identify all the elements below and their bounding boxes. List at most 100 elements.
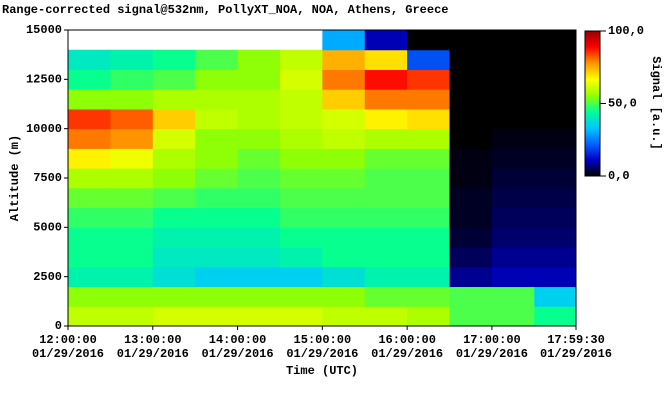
heatmap-cell — [449, 49, 493, 70]
heatmap-cell — [68, 266, 111, 288]
heatmap-cell — [407, 207, 451, 228]
heatmap-cell — [322, 247, 366, 268]
heatmap-cell — [322, 207, 366, 228]
heatmap-cell — [534, 49, 576, 70]
heatmap-cell — [68, 89, 111, 110]
heatmap-cell — [364, 108, 408, 130]
heatmap-cell — [491, 227, 535, 248]
heatmap-cell — [407, 168, 451, 189]
x-tick-label: 14:00:00 — [209, 333, 267, 347]
heatmap-cell — [534, 108, 576, 130]
heatmap-cell — [364, 207, 408, 228]
y-tick-label: 10000 — [26, 122, 62, 136]
colorbar-tick-label: 50,0 — [608, 97, 637, 111]
heatmap-cell — [449, 108, 493, 130]
heatmap-cell — [534, 286, 576, 307]
heatmap-cell — [449, 168, 493, 189]
heatmap-cell — [110, 69, 154, 90]
heatmap-cell — [237, 247, 281, 268]
heatmap-cell — [152, 247, 196, 268]
heatmap-cell — [279, 108, 323, 130]
heatmap-cell — [68, 247, 111, 268]
heatmap — [68, 30, 576, 326]
heatmap-cell — [110, 207, 154, 228]
heatmap-cell — [68, 108, 111, 130]
heatmap-cell — [491, 286, 535, 307]
y-tick-label: 5000 — [33, 221, 62, 235]
heatmap-cell — [491, 128, 535, 149]
heatmap-cell — [152, 187, 196, 209]
heatmap-cell — [152, 306, 196, 326]
heatmap-cell — [279, 49, 323, 70]
heatmap-cell — [322, 69, 366, 90]
heatmap-cell — [152, 227, 196, 248]
heatmap-cell — [152, 207, 196, 228]
heatmap-cell — [237, 128, 281, 149]
x-tick-date: 01/29/2016 — [456, 347, 528, 361]
y-tick-label: 15000 — [26, 23, 62, 37]
heatmap-cell — [152, 168, 196, 189]
heatmap-cell — [195, 108, 239, 130]
heatmap-cell — [237, 286, 281, 307]
x-tick-date: 01/29/2016 — [286, 347, 358, 361]
heatmap-cell — [237, 266, 281, 288]
heatmap-cell — [491, 207, 535, 228]
heatmap-cell — [322, 286, 366, 307]
heatmap-cell — [364, 286, 408, 307]
heatmap-cell — [364, 306, 408, 326]
heatmap-cell — [110, 49, 154, 70]
heatmap-cell — [110, 89, 154, 110]
heatmap-cell — [322, 148, 366, 169]
heatmap-cell — [449, 148, 493, 169]
heatmap-cell — [237, 69, 281, 90]
heatmap-cell — [110, 168, 154, 189]
x-tick-label: 12:00:00 — [39, 333, 97, 347]
x-tick-date: 01/29/2016 — [540, 347, 612, 361]
heatmap-cell — [195, 306, 239, 326]
heatmap-cell — [68, 49, 111, 70]
heatmap-cell — [195, 227, 239, 248]
heatmap-cell — [279, 247, 323, 268]
heatmap-cell — [279, 69, 323, 90]
heatmap-cell — [195, 128, 239, 149]
heatmap-cell — [407, 49, 451, 70]
heatmap-cell — [68, 306, 111, 326]
x-tick-label: 16:00:00 — [378, 333, 436, 347]
heatmap-cell — [195, 286, 239, 307]
heatmap-cell — [407, 227, 451, 248]
heatmap-cell — [322, 266, 366, 288]
heatmap-cell — [534, 168, 576, 189]
heatmap-cell — [534, 69, 576, 90]
heatmap-cell — [534, 306, 576, 326]
heatmap-cell — [364, 89, 408, 110]
heatmap-cell — [449, 30, 493, 51]
y-tick-label: 0 — [55, 319, 62, 333]
heatmap-cell — [364, 30, 408, 51]
heatmap-cell — [110, 247, 154, 268]
y-tick-label: 7500 — [33, 171, 62, 185]
heatmap-cell — [195, 49, 239, 70]
heatmap-cell — [322, 128, 366, 149]
heatmap-cell — [407, 128, 451, 149]
heatmap-cell — [364, 128, 408, 149]
heatmap-cell — [237, 187, 281, 209]
heatmap-cell — [68, 286, 111, 307]
x-tick-date: 01/29/2016 — [371, 347, 443, 361]
heatmap-cell — [68, 187, 111, 209]
heatmap-cell — [279, 187, 323, 209]
heatmap-cell — [322, 108, 366, 130]
heatmap-cell — [110, 128, 154, 149]
heatmap-cell — [68, 128, 111, 149]
heatmap-cell — [364, 247, 408, 268]
x-tick-date: 01/29/2016 — [117, 347, 189, 361]
heatmap-cell — [491, 247, 535, 268]
heatmap-cell — [491, 306, 535, 326]
heatmap-cell — [322, 187, 366, 209]
heatmap-cell — [491, 187, 535, 209]
heatmap-cell — [407, 30, 451, 51]
heatmap-cell — [407, 108, 451, 130]
heatmap-cell — [195, 187, 239, 209]
heatmap-cell — [279, 168, 323, 189]
heatmap-cell — [449, 89, 493, 110]
